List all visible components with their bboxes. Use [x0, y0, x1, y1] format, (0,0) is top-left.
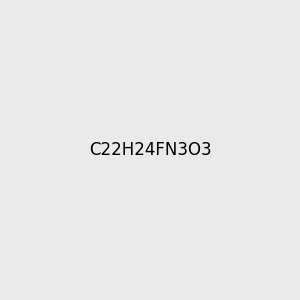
Text: C22H24FN3O3: C22H24FN3O3: [89, 141, 211, 159]
